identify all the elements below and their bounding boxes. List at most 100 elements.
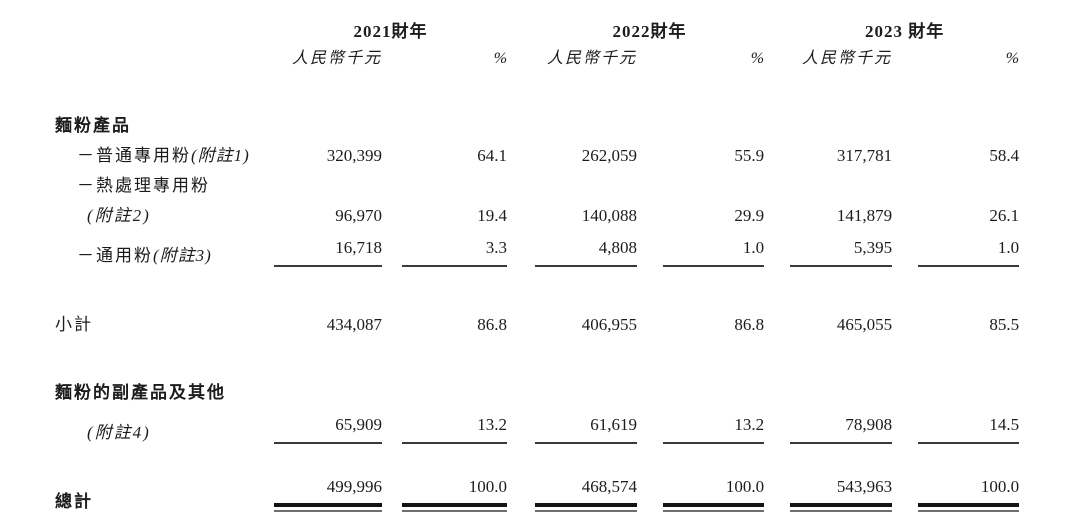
section-label: 麵粉的副產品及其他 [55,383,226,403]
revenue-breakdown-table: 2021財年 2022財年 2023 財年 人民幣千元 % 人民幣千元 % 人民… [55,12,1020,512]
spacer-row [55,335,1019,373]
row-note: (附註1) [191,146,250,166]
table-row-ordinary-special-flour: －普通專用粉(附註1) 320,399 64.1 262,059 55.9 31… [55,136,1019,166]
table-row-subtotal: 小計 434,087 86.8 406,955 86.8 465,055 85.… [55,305,1019,335]
column-gap [892,196,918,226]
pct-header-2021: % [493,50,508,68]
year-header-row: 2021財年 2022財年 2023 財年 [55,12,1019,42]
double-rule [790,502,893,512]
column-gap [764,478,790,512]
spacer-row [55,266,1019,305]
column-gap [382,42,402,68]
pct-cell: 3.3 [402,226,508,267]
column-gap [507,196,535,226]
column-gap [637,42,663,68]
column-gap [764,12,790,42]
pct-cell: 86.8 [477,315,508,335]
pct-cell: 100.0 [402,477,508,512]
double-rule [535,502,638,512]
column-gap [507,226,535,266]
double-rule [918,502,1020,512]
pct-cell: 100.0 [918,477,1020,512]
section-row-byproducts: 麵粉的副產品及其他 [55,373,1019,403]
column-gap [892,305,918,335]
column-gap [892,136,918,166]
amount-cell: 5,395 [790,226,893,267]
column-gap [764,196,790,226]
pct-cell: 29.9 [734,206,765,226]
amount-cell: 61,619 [535,403,638,444]
double-rule [274,502,382,512]
column-gap [507,42,535,68]
column-gap [382,196,402,226]
total-amount: 543,963 [836,477,893,496]
pct-cell: 85.5 [989,315,1020,335]
double-rule [402,502,508,512]
row-label: －普通專用粉(附註1) [55,136,274,166]
column-gap [382,403,402,443]
table-row-general-purpose-flour: －通用粉(附註3) 16,718 3.3 4,808 1.0 5,395 1.0 [55,226,1020,267]
pct-cell: 19.4 [477,206,508,226]
pct-cell: 64.1 [477,146,508,166]
section-label: 麵粉產品 [55,116,131,136]
pct-cell: 58.4 [989,146,1020,166]
amount-cell: 4,808 [535,226,638,267]
row-note: (附註4) [87,423,151,443]
amount-cell: 96,970 [335,206,382,226]
column-gap [382,136,402,166]
pct-cell: 1.0 [663,226,765,267]
empty-cell [55,42,274,68]
column-gap [637,305,663,335]
column-gap [637,226,663,266]
total-amount: 468,574 [581,477,638,496]
row-label: 小計 [55,315,93,335]
unit-header-2021: 人民幣千元 [291,50,382,68]
pct-cell: 13.2 [663,403,765,444]
amount-cell: 406,955 [581,315,638,335]
total-pct: 100.0 [468,477,508,496]
column-gap [764,226,790,266]
total-amount: 499,996 [326,477,382,496]
column-gap [892,226,918,266]
column-gap [892,478,918,512]
pct-cell: 1.0 [918,226,1020,267]
year-header-2023: 2023 財年 [864,22,945,42]
section-row-flour-products: 麵粉產品 [55,106,1019,136]
financial-statement-page: 2021財年 2022財年 2023 財年 人民幣千元 % 人民幣千元 % 人民… [0,12,1080,518]
column-gap [507,136,535,166]
unit-header-row: 人民幣千元 % 人民幣千元 % 人民幣千元 % [55,42,1019,68]
pct-header-2022: % [750,50,765,68]
unit-header-2023: 人民幣千元 [802,50,893,68]
pct-cell: 14.5 [918,403,1020,444]
amount-cell: 140,088 [581,206,638,226]
unit-header-2022: 人民幣千元 [547,50,638,68]
pct-cell: 86.8 [734,315,765,335]
row-label-text: －通用粉 [77,246,153,266]
pct-cell: 55.9 [734,146,765,166]
amount-cell: 65,909 [274,403,382,444]
column-gap [637,478,663,512]
row-note: (附註3) [153,246,212,266]
spacer-row [55,68,1019,106]
column-gap [892,42,918,68]
column-gap [507,403,535,443]
column-gap [764,42,790,68]
table-row-byproducts-values: (附註4) 65,909 13.2 61,619 13.2 78,908 14.… [55,403,1020,444]
column-gap [637,196,663,226]
amount-cell: 465,055 [836,315,893,335]
column-gap [507,12,535,42]
pct-cell: 100.0 [663,477,765,512]
column-gap [507,305,535,335]
total-pct: 100.0 [725,477,765,496]
table-row-total: 總計 499,996 100.0 468,574 100.0 543,963 1… [55,477,1020,512]
column-gap [382,478,402,512]
column-gap [892,403,918,443]
column-gap [637,403,663,443]
amount-cell: 262,059 [581,146,638,166]
amount-cell: 499,996 [274,477,382,512]
empty-corner-cell [55,12,274,42]
column-gap [382,226,402,266]
row-label: －通用粉(附註3) [55,226,274,266]
amount-cell: 543,963 [790,477,893,512]
column-gap [382,305,402,335]
